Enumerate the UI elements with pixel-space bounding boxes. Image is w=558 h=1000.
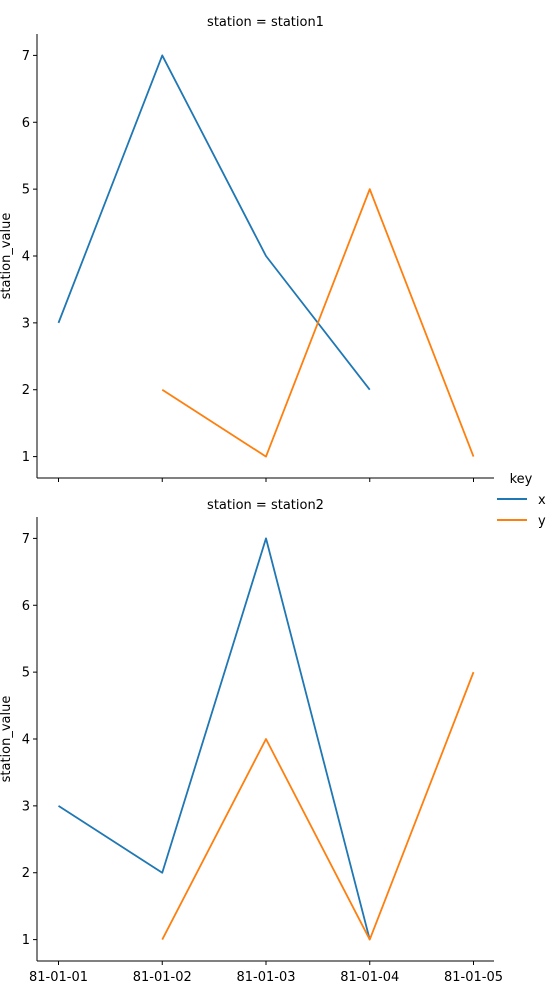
x-tick-label: 81-01-01 <box>29 970 88 985</box>
y-tick-label: 3 <box>22 799 30 814</box>
y-tick-label: 7 <box>22 532 30 547</box>
legend-label-x: x <box>538 493 546 508</box>
y-tick-label: 1 <box>22 450 30 465</box>
y-tick-label: 7 <box>22 49 30 64</box>
series-line-x <box>57 54 371 391</box>
y-tick-label: 4 <box>22 733 30 748</box>
legend-title: key <box>510 472 533 487</box>
y-tick-label: 3 <box>22 316 30 331</box>
series-line-x <box>58 537 371 940</box>
y-axis-label: station_value <box>0 696 14 783</box>
facet-title: station = station2 <box>207 498 324 513</box>
y-axis-label: station_value <box>0 213 14 300</box>
y-tick-label: 5 <box>22 183 30 198</box>
y-tick-label: 2 <box>22 383 30 398</box>
y-tick-label: 4 <box>22 250 30 265</box>
y-tick-label: 2 <box>22 866 30 881</box>
x-tick-label: 81-01-03 <box>236 970 295 985</box>
facet-panel-2: station = station2 1 2 3 4 5 6 7 station_value 81… <box>0 498 503 985</box>
facet-panel-1: station = station1 1 2 3 4 5 6 7 station_value <box>0 15 494 482</box>
y-tick-label: 5 <box>22 666 30 681</box>
series-line-y <box>161 671 475 941</box>
y-tick-label: 1 <box>22 933 30 948</box>
x-tick-label: 81-01-05 <box>444 970 503 985</box>
x-tick-label: 81-01-02 <box>133 970 192 985</box>
y-tick-label: 6 <box>22 116 30 131</box>
facet-title: station = station1 <box>207 15 324 30</box>
legend-label-y: y <box>538 514 546 529</box>
series-line-y <box>161 188 475 458</box>
x-tick-label: 81-01-04 <box>340 970 399 985</box>
y-tick-label: 6 <box>22 599 30 614</box>
